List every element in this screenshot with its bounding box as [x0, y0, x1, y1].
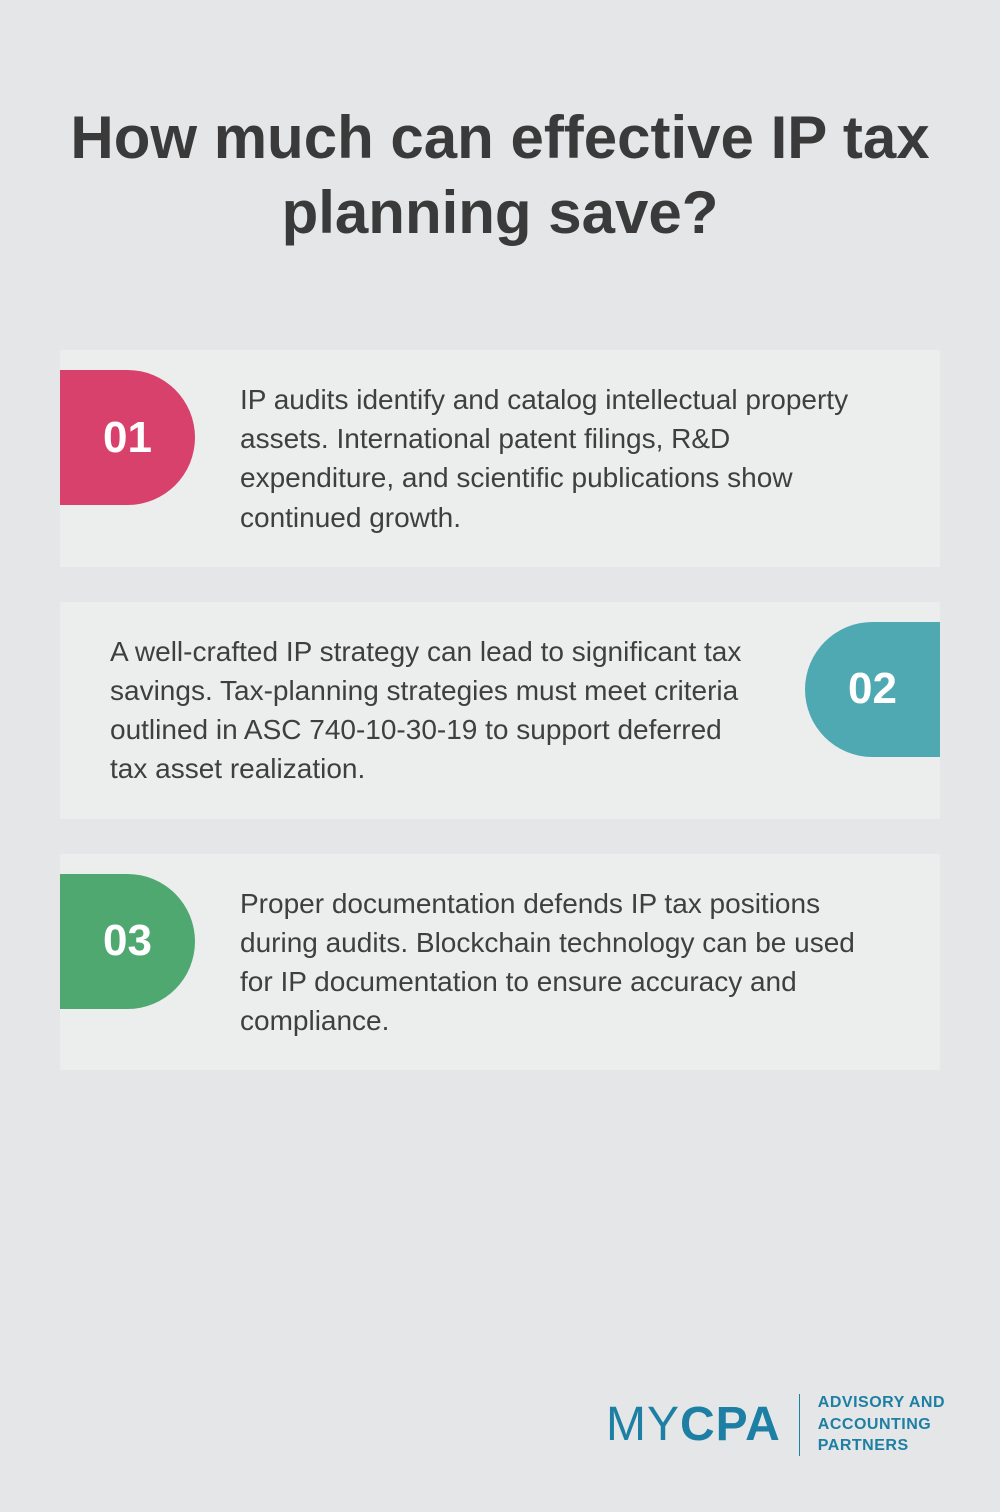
footer-logo: MYCPA ADVISORY AND ACCOUNTING PARTNERS — [606, 1392, 945, 1457]
logo-my: MY — [606, 1398, 680, 1451]
card-list: 01 IP audits identify and catalog intell… — [60, 350, 940, 1070]
badge-03: 03 — [60, 874, 195, 1009]
logo-tagline: ADVISORY AND ACCOUNTING PARTNERS — [818, 1392, 945, 1457]
logo-text: MYCPA — [606, 1397, 781, 1452]
tagline-line-1: ADVISORY AND — [818, 1392, 945, 1414]
card-02: 02 A well-crafted IP strategy can lead t… — [60, 602, 940, 819]
page: How much can effective IP tax planning s… — [0, 0, 1000, 1070]
logo-divider — [799, 1394, 800, 1456]
card-03: 03 Proper documentation defends IP tax p… — [60, 854, 940, 1071]
card-03-text: Proper documentation defends IP tax posi… — [240, 884, 890, 1041]
card-01: 01 IP audits identify and catalog intell… — [60, 350, 940, 567]
card-01-text: IP audits identify and catalog intellect… — [240, 380, 890, 537]
badge-01: 01 — [60, 370, 195, 505]
badge-02: 02 — [805, 622, 940, 757]
tagline-line-3: PARTNERS — [818, 1435, 945, 1457]
card-02-text: A well-crafted IP strategy can lead to s… — [110, 632, 760, 789]
page-title: How much can effective IP tax planning s… — [60, 100, 940, 250]
logo-cpa: CPA — [680, 1398, 781, 1451]
tagline-line-2: ACCOUNTING — [818, 1414, 945, 1436]
